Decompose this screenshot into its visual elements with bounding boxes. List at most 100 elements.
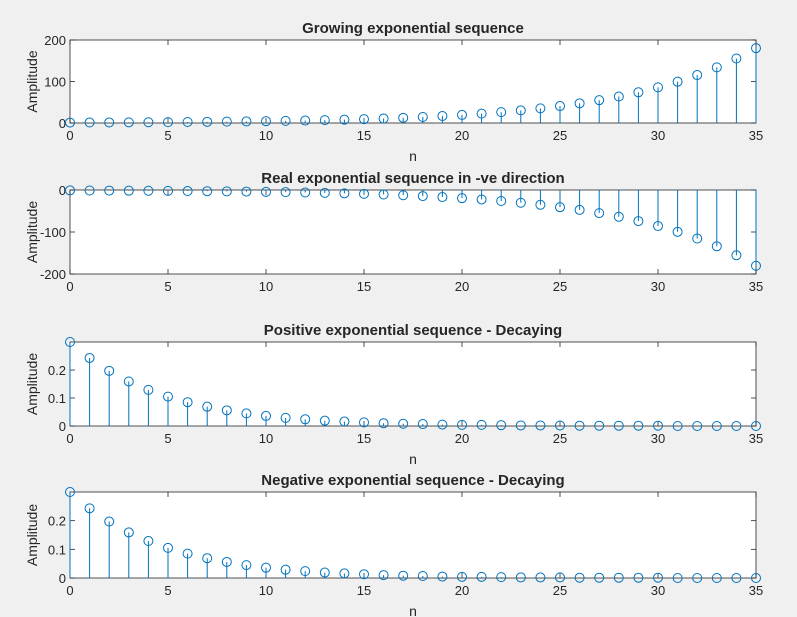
- stem-marker: [574, 572, 585, 583]
- stem-marker: [359, 114, 369, 125]
- stem-marker: [300, 566, 311, 577]
- x-tick-label: 25: [553, 583, 567, 598]
- stem-marker: [84, 117, 95, 128]
- x-tick-label: 20: [455, 279, 469, 294]
- x-tick-label: 30: [651, 279, 665, 294]
- x-tick-label: 0: [66, 431, 73, 446]
- x-tick-label: 20: [455, 431, 469, 446]
- stem-marker: [339, 568, 350, 579]
- stem-marker: [692, 421, 703, 431]
- stem-marker: [574, 420, 585, 431]
- stem-marker: [319, 415, 330, 426]
- stem-marker: [633, 216, 644, 227]
- stem-marker: [633, 572, 644, 583]
- x-tick-label: 35: [749, 128, 763, 143]
- x-tick-label: 25: [553, 128, 567, 143]
- stem-marker: [515, 105, 526, 116]
- y-tick-label: 200: [44, 33, 66, 48]
- x-axis-label: n: [409, 603, 417, 617]
- y-tick-label: 0.1: [48, 542, 66, 557]
- stem-marker: [653, 82, 663, 93]
- stem-marker: [241, 116, 252, 127]
- stem-marker: [751, 573, 761, 583]
- stem-marker: [515, 572, 526, 583]
- x-tick-label: 25: [553, 431, 567, 446]
- stem-marker: [535, 572, 546, 583]
- x-tick-label: 30: [651, 128, 665, 143]
- stem-marker: [398, 570, 409, 581]
- subplot-1: 0 5 10 15 20 25 30 35 0 100 200 Growing exponential…: [24, 20, 763, 164]
- stem-marker: [202, 186, 213, 197]
- stem-marker: [261, 186, 271, 197]
- stem-marker: [202, 553, 213, 564]
- stem-marker: [221, 116, 232, 127]
- stem-marker: [182, 397, 193, 408]
- stem-marker: [496, 572, 507, 583]
- x-tick-label: 10: [259, 128, 273, 143]
- stem-marker: [535, 103, 546, 114]
- stem-marker: [339, 188, 350, 199]
- stem-marker: [555, 202, 565, 213]
- stem-marker: [613, 91, 624, 102]
- stem-marker: [104, 516, 115, 527]
- stem-marker: [65, 337, 75, 347]
- stem-marker: [711, 62, 722, 73]
- stem-marker: [476, 419, 487, 430]
- stem-marker: [476, 108, 487, 119]
- stem-marker: [221, 556, 232, 567]
- stem-marker: [104, 185, 115, 196]
- stem-marker: [84, 185, 95, 196]
- stem-marker: [359, 569, 369, 580]
- stem-marker: [417, 419, 428, 430]
- stem-marker: [280, 187, 291, 198]
- stem-marker: [751, 260, 761, 271]
- x-tick-label: 0: [66, 279, 73, 294]
- stem-marker: [123, 376, 134, 387]
- stem-marker: [711, 573, 722, 583]
- stem-marker: [437, 419, 448, 430]
- stem-marker: [457, 109, 467, 120]
- stem-marker: [653, 572, 663, 583]
- stem-marker: [123, 185, 134, 196]
- stem-marker: [633, 420, 644, 431]
- stem-marker: [163, 185, 173, 196]
- stem-marker: [496, 107, 507, 118]
- stem-marker: [711, 421, 722, 431]
- stem-marker: [751, 43, 761, 54]
- stem-marker: [417, 570, 428, 581]
- stem-marker: [261, 562, 271, 573]
- x-tick-label: 5: [164, 128, 171, 143]
- subplot-4: 0 5 10 15 20 25 30 35 0 0.1 0.2 Negative exponentia…: [24, 472, 763, 617]
- stem-marker: [653, 420, 663, 431]
- stem-marker: [672, 226, 683, 237]
- stem-marker: [417, 111, 428, 122]
- stem-marker: [535, 420, 546, 431]
- stem-marker: [84, 503, 95, 514]
- stem-marker: [692, 573, 703, 583]
- stem-marker: [241, 408, 252, 419]
- stem-marker: [163, 117, 173, 128]
- stem-marker: [417, 191, 428, 202]
- subplot-3: 0 5 10 15 20 25 30 35 0 0.1 0.2 Positive exponentia…: [24, 322, 763, 467]
- x-tick-label: 15: [357, 431, 371, 446]
- stem-marker: [731, 53, 742, 64]
- stem-marker: [261, 116, 271, 127]
- stem-marker: [731, 421, 742, 431]
- y-axis-label: Amplitude: [24, 504, 40, 566]
- x-tick-label: 5: [164, 583, 171, 598]
- stem-marker: [672, 76, 683, 87]
- stem-marker: [221, 405, 232, 416]
- stem-marker: [182, 548, 193, 559]
- stem-marker: [672, 421, 683, 431]
- x-axis-label: n: [409, 451, 417, 467]
- stem-marker: [300, 115, 311, 126]
- x-tick-label: 10: [259, 583, 273, 598]
- y-tick-label: 0.2: [48, 514, 66, 529]
- y-tick-label: 0.1: [48, 391, 66, 406]
- stem-marker: [378, 570, 389, 581]
- stem-marker: [319, 567, 330, 578]
- axes-box: [69, 39, 757, 124]
- stem-marker: [339, 114, 350, 125]
- stem-marker: [457, 193, 467, 204]
